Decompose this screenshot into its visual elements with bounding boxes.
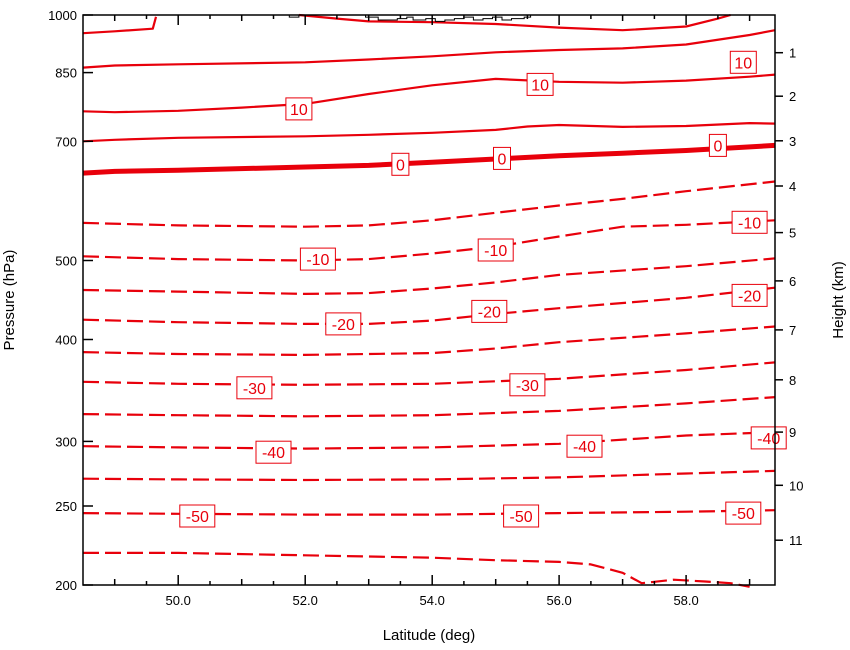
svg-text:10: 10 — [290, 102, 308, 119]
svg-text:-50: -50 — [186, 509, 209, 526]
contour-line--5-10 — [82, 180, 776, 228]
contour-label-14: 0 — [391, 152, 410, 176]
contour-label-18: 10 — [526, 72, 554, 96]
contour-label-13: -10 — [731, 210, 768, 234]
contour-label-11: -10 — [299, 247, 336, 271]
height-tick-label-8: 9 — [789, 425, 796, 440]
right-axis-title: Height (km) — [830, 261, 847, 339]
contour-line-5-12 — [82, 122, 776, 143]
svg-text:0: 0 — [396, 157, 405, 174]
contour-label-2: -50 — [725, 501, 762, 525]
height-tick-label-10: 11 — [789, 533, 803, 548]
pressure-tick-label-4: 500 — [55, 254, 77, 269]
pressure-tick-label-6: 850 — [55, 66, 77, 81]
height-tick-label-1: 2 — [789, 89, 796, 104]
contour-line--15-8 — [82, 257, 776, 295]
height-tick-label-4: 5 — [789, 226, 796, 241]
contour-line--10-9 — [82, 219, 776, 262]
pressure-tick-label-1: 250 — [55, 499, 77, 514]
contour-label-4: -40 — [566, 434, 603, 458]
svg-text:10: 10 — [734, 55, 752, 72]
plot-frame — [82, 14, 776, 586]
pressure-tick-label-7: 1000 — [48, 8, 77, 23]
terrain-outline — [288, 14, 532, 22]
svg-text:-40: -40 — [573, 439, 596, 456]
contour-line--25-6 — [82, 325, 776, 356]
contour-label-17: 10 — [285, 97, 313, 121]
x-tick-label-3: 56.0 — [546, 593, 571, 608]
pressure-tick-label-3: 400 — [55, 333, 77, 348]
contour-line--20-7 — [82, 286, 776, 325]
svg-text:-10: -10 — [306, 252, 329, 269]
svg-text:-50: -50 — [732, 506, 755, 523]
contour-label-10: -20 — [731, 283, 768, 307]
height-tick-label-2: 3 — [789, 134, 796, 149]
contour-label-6: -30 — [236, 376, 273, 400]
svg-text:-10: -10 — [484, 243, 507, 260]
height-tick-label-0: 1 — [789, 46, 796, 61]
height-tick-label-9: 10 — [789, 478, 803, 493]
contour-line-10-13 — [82, 73, 776, 114]
left-axis-title: Pressure (hPa) — [1, 250, 18, 351]
contour-label-0: -50 — [179, 504, 216, 528]
x-tick-label-1: 52.0 — [293, 593, 318, 608]
x-tick-label-0: 50.0 — [166, 593, 191, 608]
contour-line--30-5 — [82, 361, 776, 386]
svg-text:-10: -10 — [738, 215, 761, 232]
svg-text:0: 0 — [713, 138, 722, 155]
svg-text:-20: -20 — [738, 288, 761, 305]
terrain-path — [288, 14, 532, 22]
contour-line--55-0 — [83, 551, 750, 588]
contour-line--50-1 — [82, 509, 776, 516]
contour-label-7: -30 — [509, 373, 546, 397]
contour-line-0-11 — [82, 142, 776, 176]
contour-label-9: -20 — [471, 299, 508, 323]
contour-label-15: 0 — [493, 146, 511, 170]
contour-label-19: 10 — [729, 50, 757, 74]
x-tick-label-2: 54.0 — [420, 593, 445, 608]
svg-text:-40: -40 — [757, 431, 780, 448]
contour-line-15-14 — [82, 29, 776, 69]
contour-line-20-16 — [298, 13, 731, 32]
height-tick-label-6: 7 — [789, 323, 796, 338]
axis-ticks: 50.0 52.0 54.0 56.0 58.020025030040050070085… — [48, 8, 803, 608]
svg-text:10: 10 — [531, 77, 549, 94]
contour-label-5: -40 — [750, 426, 787, 450]
contour-label-8: -20 — [325, 312, 362, 336]
contour-line--40-3 — [82, 431, 776, 450]
pressure-tick-label-5: 700 — [55, 134, 77, 149]
contour-label-16: 0 — [708, 133, 727, 157]
svg-text:-40: -40 — [262, 445, 285, 462]
svg-text:-20: -20 — [478, 304, 501, 321]
height-tick-label-7: 8 — [789, 373, 796, 388]
svg-text:-30: -30 — [516, 378, 539, 395]
height-tick-label-3: 4 — [789, 179, 796, 194]
contour-line-20-15 — [82, 16, 158, 35]
svg-text:-50: -50 — [510, 509, 533, 526]
pressure-tick-label-0: 200 — [55, 578, 77, 593]
contour-line--45-2 — [82, 469, 776, 482]
svg-text:-20: -20 — [332, 317, 355, 334]
height-tick-label-5: 6 — [789, 274, 796, 289]
svg-text:-30: -30 — [243, 381, 266, 398]
contour-label-1: -50 — [503, 504, 540, 528]
contour-line--35-4 — [82, 396, 776, 418]
pressure-tick-label-2: 300 — [55, 434, 77, 449]
contour-label-12: -10 — [477, 238, 514, 262]
contour-label-3: -40 — [255, 440, 292, 464]
x-tick-label-4: 58.0 — [673, 593, 698, 608]
contour-lines — [82, 13, 776, 588]
svg-text:0: 0 — [498, 151, 507, 168]
contour-labels: -50 -50 -50 -40 -40 -40 -30 -30 -20 -20 -20 -10 -10 -… — [179, 50, 787, 528]
x-axis-title: Latitude (deg) — [383, 627, 476, 644]
